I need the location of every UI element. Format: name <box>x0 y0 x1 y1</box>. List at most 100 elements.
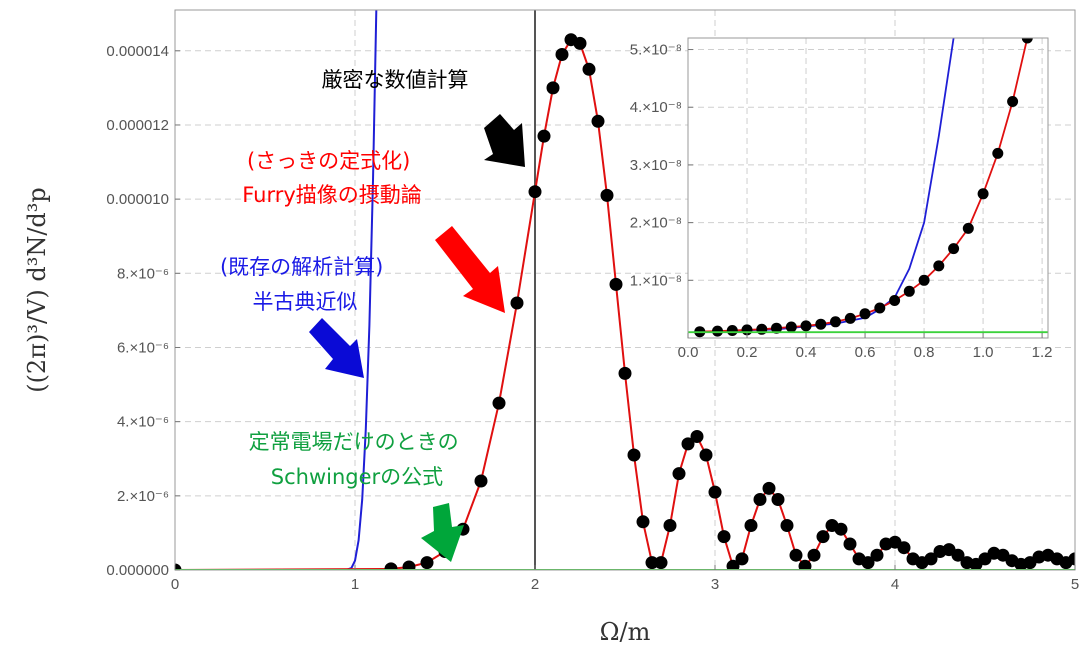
main-plot-y-tick-label: 4.×10⁻⁶ <box>117 414 169 431</box>
main-plot-data-point <box>870 548 884 562</box>
main-plot-data-point <box>816 530 830 544</box>
main-plot-y-tick-label: 0.000014 <box>106 43 169 60</box>
inset-plot-x-tick-label: 0.4 <box>796 344 817 361</box>
inset-plot-data-point <box>977 188 989 200</box>
arrow-furry <box>435 226 505 313</box>
main-plot-data-point <box>744 519 758 532</box>
inset-plot-data-point <box>800 320 812 332</box>
label-furry: (さっきの定式化) Furry描像の摂動論 <box>242 149 422 207</box>
main-plot-frame <box>174 9 1076 571</box>
main-plot-x-tick-label: 4 <box>891 576 899 593</box>
main-plot-x-tick-label: 1 <box>351 576 359 593</box>
main-plot-data-point <box>510 296 524 310</box>
main-plot-data-point <box>735 552 749 566</box>
x-axis-label: Ω/m <box>600 618 651 646</box>
inset-plot-data-point <box>992 147 1004 159</box>
main-plot-data-point <box>726 559 740 570</box>
arrow-exact <box>484 114 525 167</box>
inset-plot-x-tick-label: 0.0 <box>678 344 699 361</box>
main-plot-x-tick-label: 5 <box>1071 576 1079 593</box>
main-plot-data-point <box>690 430 704 443</box>
main-plot-data-point <box>537 129 551 143</box>
inset-plot-y-tick-label: 5.×10⁻⁸ <box>630 42 682 59</box>
main-plot-data-point <box>384 562 398 570</box>
arrow-semiclassical <box>309 318 364 378</box>
inset-plot-data-point <box>889 295 901 306</box>
inset-plot-data-point <box>726 325 738 336</box>
label-schwinger: 定常電場だけのときの Schwingerの公式 <box>249 430 466 489</box>
main-plot-data-point <box>672 467 686 481</box>
main-plot-x-tick-label: 3 <box>711 576 719 593</box>
main-plot-data-point <box>789 548 803 562</box>
inset-plot-y-tick-label: 2.×10⁻⁸ <box>630 215 682 232</box>
main-plot-data-point <box>663 519 677 532</box>
inset-plot-x-tick-label: 0.8 <box>914 344 935 361</box>
inset-plot-x-tick-label: 0.6 <box>855 344 876 361</box>
inset-plot-data-point <box>830 316 841 328</box>
inset-plot-data-point <box>933 260 945 272</box>
main-plot-data-point <box>492 396 506 410</box>
main-plot-y-tick-label: 0.000012 <box>106 117 169 134</box>
inset-plot-data-point <box>1021 38 1033 44</box>
label-semiclassical: (既存の解析計算) 半古典近似 <box>220 255 390 314</box>
main-plot-x-tick-label: 0 <box>171 576 179 593</box>
inset-plot-x-tick-label: 1.2 <box>1032 344 1053 361</box>
main-plot-data-point <box>591 114 605 128</box>
main-plot-data-point <box>708 485 722 499</box>
inset-plot-data-point <box>712 325 723 337</box>
inset-plot-frame <box>687 37 1049 339</box>
inset-plot-data-point <box>874 302 886 314</box>
inset-plot-y-tick-label: 3.×10⁻⁸ <box>630 157 682 174</box>
main-plot-data-point <box>1068 552 1075 566</box>
main-plot-data-point <box>627 448 641 462</box>
main-plot-x-tick-label: 2 <box>531 576 539 593</box>
main-plot-data-point <box>474 474 488 488</box>
main-plot-data-point <box>609 277 623 291</box>
inset-plot-data-point <box>918 274 930 286</box>
inset-plot-background <box>688 38 1048 338</box>
arrow-schwinger <box>421 503 464 562</box>
main-plot-data-point <box>645 556 659 570</box>
main-plot-data-point <box>546 81 560 95</box>
inset-plot-data-point <box>815 318 827 330</box>
label-exact: 厳密な数値計算 <box>322 68 469 92</box>
main-plot-data-point <box>771 493 785 506</box>
main-plot-data-point <box>897 541 911 555</box>
main-plot-data-point <box>834 522 848 536</box>
main-plot-data-point <box>753 493 767 506</box>
main-plot-data-point <box>582 62 596 76</box>
main-plot-data-point <box>402 560 416 570</box>
main-plot-y-tick-label: 6.×10⁻⁶ <box>117 339 169 356</box>
main-plot-data-point <box>924 552 938 566</box>
inset-plot-data-point <box>1007 96 1019 107</box>
inset-plot-data-point <box>962 222 974 234</box>
main-plot-data-point <box>555 48 569 61</box>
main-plot-data-point <box>636 515 650 529</box>
inset-plot-data-point <box>948 243 960 255</box>
inset-plot: 0.0 0.2 0.4 0.6 0.8 1.0 1.2 1.×10⁻⁸ 2.×10⁻⁸ 3.×10… <box>630 37 1053 361</box>
inset-plot-data-point <box>844 312 856 324</box>
main-plot-data-point <box>528 185 542 199</box>
main-plot-y-tick-label: 2.×10⁻⁶ <box>117 488 169 505</box>
main-plot-data-point <box>618 366 632 380</box>
y-axis-label: ((2π)³/V) d³N/d³p <box>23 187 51 393</box>
inset-plot-y-tick-label: 4.×10⁻⁸ <box>630 99 682 116</box>
main-plot-data-point <box>681 437 695 451</box>
main-plot-y-tick-label: 0.000010 <box>106 191 169 208</box>
main-plot-data-point <box>861 556 875 570</box>
inset-plot-x-tick-label: 0.2 <box>737 344 758 361</box>
main-plot-y-tick-label: 8.×10⁻⁶ <box>117 265 169 282</box>
inset-plot-data-point <box>859 308 871 320</box>
main-plot-data-point <box>762 481 776 495</box>
main-plot-data-point <box>699 448 713 462</box>
main-plot-data-point <box>798 559 812 570</box>
main-plot-data-point <box>573 36 587 50</box>
main-plot-data-point <box>600 188 614 202</box>
inset-plot-data-point <box>903 285 915 297</box>
inset-plot-data-point <box>771 322 782 334</box>
main-plot-y-tick-label: 0.000000 <box>106 562 169 579</box>
main-plot-data-point <box>420 556 434 570</box>
main-plot-data-point <box>717 530 731 544</box>
main-plot-data-point <box>807 548 821 562</box>
